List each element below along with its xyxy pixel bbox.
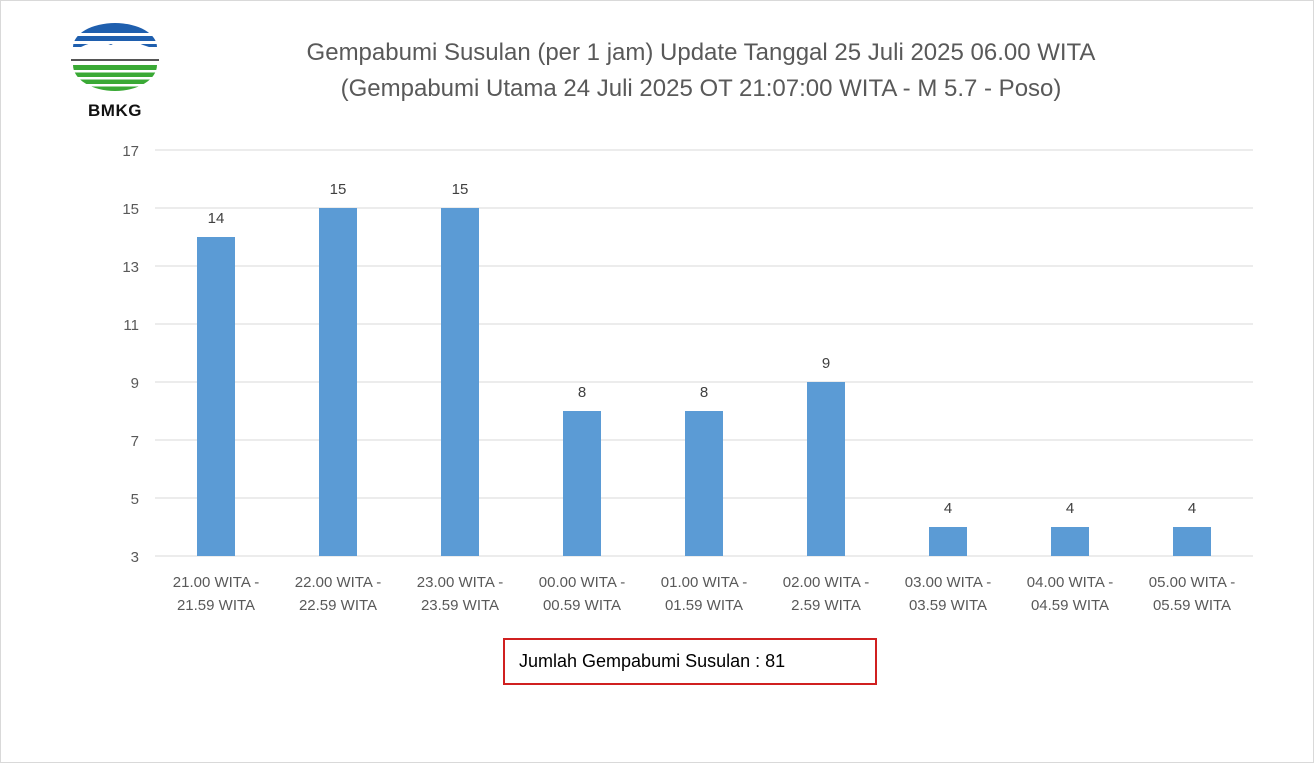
y-tick-label: 13 — [122, 259, 139, 276]
bar — [1051, 527, 1089, 556]
summary-text: Jumlah Gempabumi Susulan : 81 — [519, 651, 786, 671]
data-label: 15 — [330, 181, 347, 198]
logo-stripe — [73, 84, 157, 87]
x-tick-label: 23.59 WITA — [421, 597, 499, 614]
summary-box: Jumlah Gempabumi Susulan : 81 — [503, 638, 877, 685]
x-tick-label: 2.59 WITA — [791, 597, 861, 614]
x-tick-label: 04.59 WITA — [1031, 597, 1109, 614]
data-label: 8 — [700, 384, 708, 401]
x-tick-label: 01.59 WITA — [665, 597, 743, 614]
chart-title-line-1: Gempabumi Susulan (per 1 jam) Update Tan… — [306, 39, 1096, 66]
x-tick-label: 05.00 WITA - — [1149, 574, 1235, 591]
y-tick-label: 5 — [131, 491, 139, 508]
y-tick-label: 11 — [123, 317, 139, 334]
y-tick-label: 7 — [131, 433, 139, 450]
x-tick-label: 01.00 WITA - — [661, 574, 747, 591]
bar — [1173, 527, 1211, 556]
y-tick-label: 17 — [122, 143, 139, 160]
x-tick-label: 03.00 WITA - — [905, 574, 991, 591]
logo-cloud — [81, 41, 149, 47]
x-tick-label: 00.59 WITA — [543, 597, 621, 614]
data-label: 8 — [578, 384, 586, 401]
x-tick-label: 23.00 WITA - — [417, 574, 503, 591]
y-tick-label: 3 — [131, 549, 139, 566]
x-tick-label: 21.00 WITA - — [173, 574, 259, 591]
bar — [441, 208, 479, 556]
bmkg-logo — [71, 23, 159, 91]
logo-stripe — [73, 41, 157, 44]
bar — [197, 237, 235, 556]
x-tick-label: 03.59 WITA — [909, 597, 987, 614]
data-label: 15 — [452, 181, 469, 198]
x-tick-label: 04.00 WITA - — [1027, 574, 1113, 591]
logo-stripe — [73, 70, 157, 73]
data-label: 14 — [208, 210, 225, 227]
logo-stripe — [73, 77, 157, 80]
x-tick-label: 21.59 WITA — [177, 597, 255, 614]
y-tick-label: 9 — [131, 375, 139, 392]
x-tick-label: 22.59 WITA — [299, 597, 377, 614]
data-label: 4 — [1188, 500, 1196, 517]
x-tick-label: 00.00 WITA - — [539, 574, 625, 591]
logo-text: BMKG — [88, 101, 142, 120]
bar — [807, 382, 845, 556]
data-label: 4 — [944, 500, 952, 517]
chart-title-line-2: (Gempabumi Utama 24 Juli 2025 OT 21:07:0… — [340, 75, 1062, 102]
bar — [563, 411, 601, 556]
x-tick-label: 05.59 WITA — [1153, 597, 1231, 614]
data-label: 9 — [822, 355, 830, 372]
bar — [685, 411, 723, 556]
logo-horizon — [71, 59, 159, 61]
y-tick-label: 15 — [122, 201, 139, 218]
logo-stripe — [73, 33, 157, 36]
data-label: 4 — [1066, 500, 1074, 517]
bar — [319, 208, 357, 556]
x-tick-label: 22.00 WITA - — [295, 574, 381, 591]
x-tick-label: 02.00 WITA - — [783, 574, 869, 591]
bar — [929, 527, 967, 556]
